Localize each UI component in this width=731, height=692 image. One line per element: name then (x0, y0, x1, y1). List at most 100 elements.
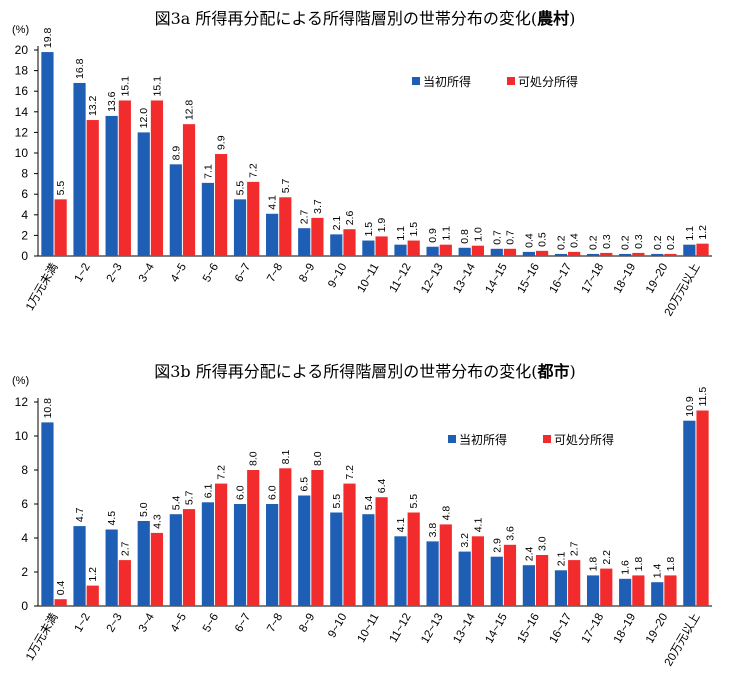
data-label: 5.4 (170, 495, 182, 510)
bar-initial (298, 495, 311, 606)
bar-disposable (632, 252, 645, 256)
data-label: 2.7 (569, 541, 581, 556)
data-label: 4.7 (74, 507, 86, 522)
legend-label: 可処分所得 (554, 432, 614, 447)
chart-title-bold: 都市 (537, 362, 570, 381)
data-label: 2.1 (555, 552, 567, 567)
bar-initial (233, 504, 247, 606)
bar-initial (619, 578, 632, 606)
data-label: 1.1 (440, 226, 452, 241)
data-label: 8.9 (170, 146, 182, 161)
data-label: 1.2 (697, 225, 709, 240)
bar-initial (490, 556, 503, 606)
x-tick-label: 9~10 (326, 262, 349, 290)
x-tick-label: 5~6 (201, 612, 221, 635)
bar-initial (522, 251, 535, 256)
bar-disposable (632, 575, 645, 606)
data-label: 3.2 (459, 533, 471, 548)
bar-initial (201, 182, 215, 256)
bar-initial (651, 253, 664, 256)
bar-disposable (311, 470, 324, 606)
bar-disposable (664, 575, 677, 606)
y-tick-label: 0 (21, 599, 28, 613)
data-label: 7.2 (248, 163, 260, 178)
x-tick-label: 5~6 (201, 262, 221, 285)
y-tick-label: 10 (15, 146, 29, 160)
legend-swatch (448, 435, 456, 443)
data-label: 1.5 (363, 222, 375, 237)
x-tick-label: 13~14 (451, 261, 478, 295)
bar-initial (586, 575, 600, 606)
data-label: 2.9 (491, 538, 503, 553)
y-tick-label: 8 (21, 167, 28, 181)
data-label: 4.1 (267, 195, 279, 210)
data-label: 0.7 (504, 230, 516, 245)
data-label: 0.3 (601, 234, 613, 249)
bar-initial (330, 234, 343, 256)
x-tick-label: 11~12 (388, 262, 414, 295)
data-label: 0.9 (427, 228, 439, 243)
x-tick-label: 9~10 (326, 612, 349, 640)
y-tick-label: 16 (15, 84, 29, 98)
data-label: 0.4 (55, 580, 67, 595)
bar-disposable (54, 599, 67, 606)
x-tick-label: 7~8 (265, 262, 285, 285)
bar-initial (233, 199, 247, 256)
data-label: 13.2 (87, 95, 99, 116)
bar-disposable (118, 560, 131, 606)
bar-disposable (86, 120, 99, 256)
data-label: 19.8 (42, 27, 54, 48)
bar-initial (41, 52, 54, 257)
legend-label: 当初所得 (459, 432, 507, 447)
data-label: 7.1 (202, 164, 214, 179)
bar-disposable (375, 236, 388, 256)
data-label: 10.9 (684, 396, 696, 417)
data-label: 0.7 (491, 230, 503, 245)
data-label: 5.4 (363, 495, 375, 510)
data-label: 1.1 (684, 226, 696, 241)
y-tick-label: 10 (15, 429, 29, 443)
bar-disposable (600, 252, 613, 256)
data-label: 0.2 (588, 235, 600, 250)
data-label: 7.2 (216, 465, 228, 480)
data-label: 0.4 (523, 233, 535, 248)
y-tick-label: 12 (15, 125, 29, 139)
data-label: 8.0 (312, 451, 324, 466)
y-tick-label: 6 (21, 497, 28, 511)
data-label: 6.0 (235, 485, 247, 500)
bar-initial (201, 502, 215, 606)
y-tick-label: 2 (21, 228, 28, 242)
bar-disposable (54, 199, 67, 256)
y-tick-label: 6 (21, 187, 28, 201)
x-tick-label: 3~4 (137, 261, 157, 284)
legend-swatch (412, 77, 420, 85)
data-label: 1.8 (588, 557, 600, 572)
legend-label: 当初所得 (423, 74, 471, 89)
data-label: 0.2 (665, 235, 677, 250)
bar-disposable (215, 483, 228, 606)
data-label: 1.4 (652, 563, 664, 578)
bar-disposable (568, 560, 581, 606)
bar-disposable (182, 509, 196, 606)
bar-initial (73, 82, 86, 257)
bar-disposable (247, 470, 260, 606)
bar-initial (619, 253, 632, 256)
bar-disposable (471, 245, 484, 256)
bar-initial (362, 240, 375, 256)
x-tick-label: 19~20 (644, 262, 671, 296)
data-label: 5.0 (138, 502, 150, 517)
bar-disposable (503, 248, 517, 256)
x-tick-label: 19~20 (644, 612, 671, 646)
chart-title-bold: 農村 (537, 9, 569, 28)
data-label: 5.7 (184, 490, 196, 505)
x-tick-label: 1万元未満 (23, 261, 60, 313)
x-tick-label: 6~7 (233, 612, 253, 635)
data-label: 1.8 (665, 557, 677, 572)
data-label: 6.1 (202, 484, 214, 499)
data-label: 5.5 (331, 494, 343, 509)
bar-disposable (568, 251, 581, 256)
bar-initial (266, 504, 279, 606)
data-label: 1.5 (408, 222, 420, 237)
chart-title: 図3a 所得再分配による所得階層別の世帯分布の変化(農村) (155, 9, 576, 28)
